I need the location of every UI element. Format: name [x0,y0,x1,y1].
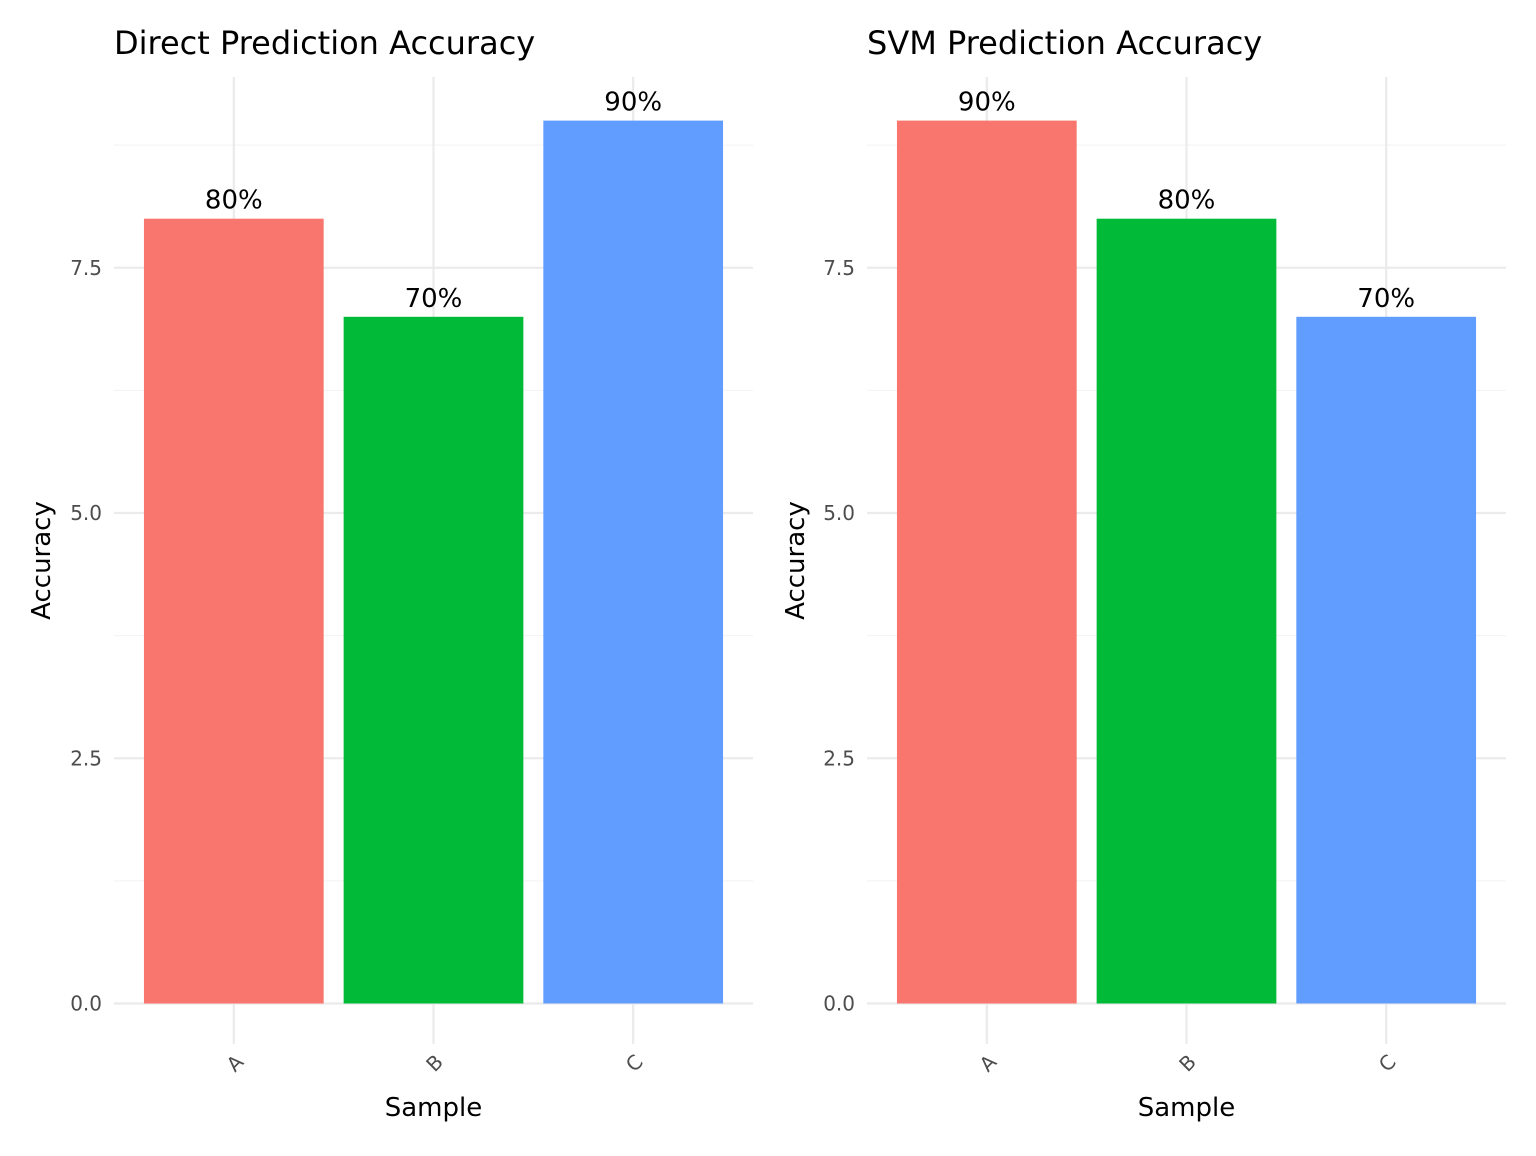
y-axis-title: Accuracy [27,501,57,620]
y-tick-label: 0.0 [70,992,102,1016]
data-label: 90% [958,88,1016,118]
chart-title: Direct Prediction Accuracy [114,24,535,62]
x-tick-label: B [421,1050,448,1077]
data-label: 90% [604,88,662,118]
y-axis-title: Accuracy [781,501,811,620]
x-tick-label: C [1374,1050,1401,1077]
data-label: 80% [1158,186,1216,216]
bar-b [1096,218,1277,1004]
y-tick-label: 5.0 [823,501,855,525]
y-tick-label: 5.0 [70,501,102,525]
x-axis-title: Sample [385,1093,483,1123]
x-tick-label: A [975,1050,1002,1077]
y-tick-label: 0.0 [823,992,855,1016]
bar-c [1296,316,1477,1004]
bar-a [896,120,1077,1004]
y-tick-label: 2.5 [823,746,855,770]
bar-a [143,218,324,1004]
y-tick-label: 7.5 [70,256,102,280]
bar-c [543,120,724,1004]
y-tick-label: 7.5 [823,256,855,280]
x-axis-title: Sample [1138,1093,1236,1123]
bar-b [343,316,524,1004]
x-tick-label: C [621,1050,648,1077]
y-tick-label: 2.5 [70,746,102,770]
data-label: 70% [1357,284,1415,314]
data-label: 70% [405,284,463,314]
x-tick-label: A [222,1050,249,1077]
chart-panel-1: 80% 70% 90% 0.0 2.5 5.0 7.5 A B C Sample Accuracy Di… [27,24,753,1123]
chart-title: SVM Prediction Accuracy [867,24,1262,62]
x-tick-label: B [1174,1050,1201,1077]
chart-panel-2: 90% 80% 70% 0.0 2.5 5.0 7.5 A B C Sample Accuracy SV… [781,24,1506,1123]
data-label: 80% [205,186,263,216]
